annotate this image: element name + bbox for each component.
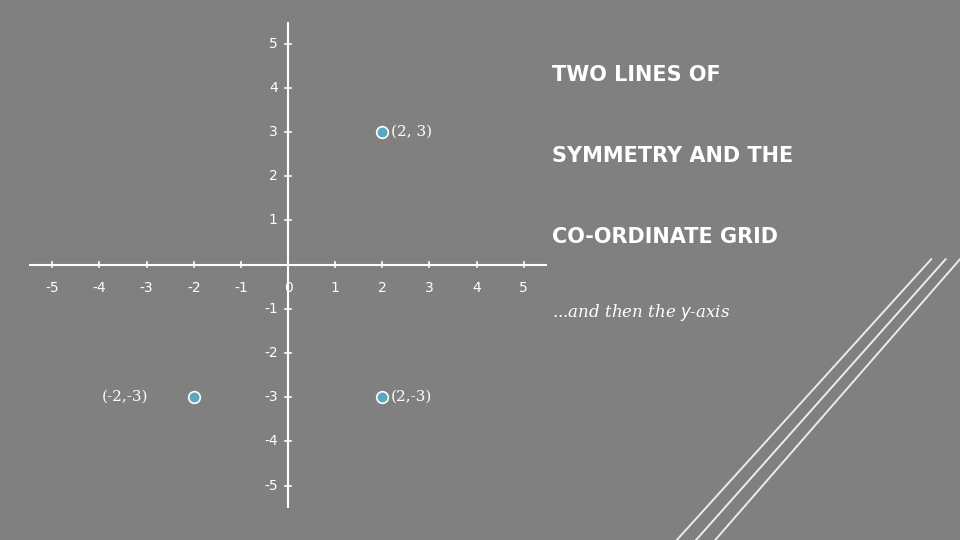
Text: CO-ORDINATE GRID: CO-ORDINATE GRID <box>552 227 778 247</box>
Text: -4: -4 <box>264 434 277 448</box>
Point <box>374 128 390 137</box>
Text: ...and then the $y$-axis: ...and then the $y$-axis <box>552 302 731 323</box>
Text: 0: 0 <box>283 281 293 295</box>
Text: 4: 4 <box>472 281 481 295</box>
Text: -1: -1 <box>234 281 248 295</box>
Text: (2,-3): (2,-3) <box>391 390 432 404</box>
Text: (-2,-3): (-2,-3) <box>102 390 149 404</box>
Text: -2: -2 <box>264 346 277 360</box>
Text: 1: 1 <box>330 281 340 295</box>
Text: -2: -2 <box>187 281 201 295</box>
Text: (2, 3): (2, 3) <box>391 125 432 139</box>
Text: 2: 2 <box>269 169 277 183</box>
Text: -3: -3 <box>264 390 277 404</box>
Text: -3: -3 <box>140 281 154 295</box>
Text: TWO LINES OF: TWO LINES OF <box>552 65 721 85</box>
Text: 4: 4 <box>269 81 277 95</box>
Point <box>374 393 390 401</box>
Text: -5: -5 <box>45 281 60 295</box>
Point <box>186 393 202 401</box>
Text: 2: 2 <box>378 281 387 295</box>
Text: -5: -5 <box>264 478 277 492</box>
Text: 1: 1 <box>269 213 277 227</box>
Text: 3: 3 <box>425 281 434 295</box>
Text: 5: 5 <box>269 37 277 51</box>
Text: -1: -1 <box>264 302 277 316</box>
Text: 3: 3 <box>269 125 277 139</box>
Text: SYMMETRY AND THE: SYMMETRY AND THE <box>552 146 793 166</box>
Text: 5: 5 <box>519 281 528 295</box>
Text: -4: -4 <box>93 281 107 295</box>
